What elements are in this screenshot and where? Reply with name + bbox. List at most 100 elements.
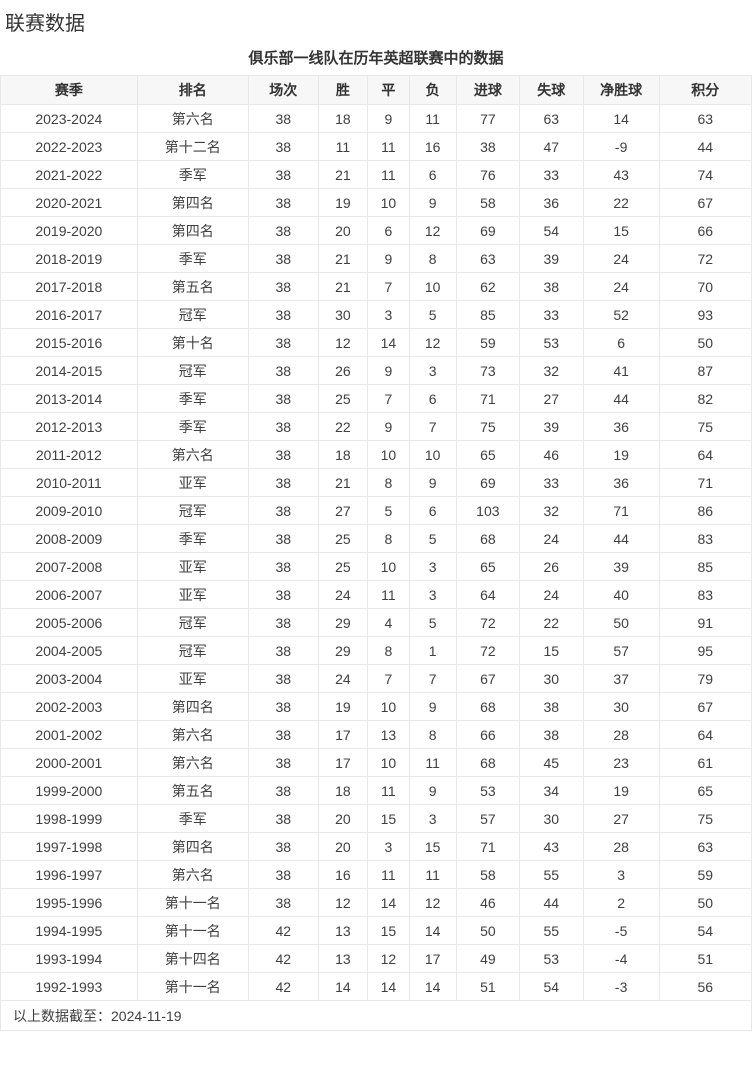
table-row: 1995-1996 第十一名 38 12 14 12 46 44 2 50 (0, 888, 752, 917)
cell-season: 2011-2012 (0, 440, 138, 469)
cell-goal-difference: 40 (582, 580, 660, 609)
table-row: 2000-2001 第六名 38 17 10 11 68 45 23 61 (0, 748, 752, 777)
cell-goals-for: 72 (455, 636, 520, 665)
cell-goals-against: 63 (518, 104, 584, 133)
cell-draws: 3 (367, 832, 410, 861)
cell-goal-difference: 6 (582, 328, 660, 357)
cell-rank: 亚军 (136, 468, 249, 497)
column-header-season: 赛季 (0, 75, 138, 105)
cell-draws: 5 (367, 496, 410, 525)
cell-matches: 38 (247, 496, 319, 525)
cell-matches: 38 (247, 468, 319, 497)
cell-draws: 11 (367, 580, 410, 609)
cell-season: 2001-2002 (0, 720, 138, 749)
cell-points: 63 (658, 832, 752, 861)
table-row: 2016-2017 冠军 38 30 3 5 85 33 52 93 (0, 300, 752, 329)
cell-wins: 24 (317, 664, 369, 693)
cell-points: 79 (658, 664, 752, 693)
cell-draws: 15 (367, 804, 410, 833)
cell-goals-against: 53 (518, 328, 584, 357)
cell-draws: 9 (367, 244, 410, 273)
cell-goals-against: 54 (518, 216, 584, 245)
cell-season: 2009-2010 (0, 496, 138, 525)
cell-goals-for: 76 (455, 160, 520, 189)
cell-goal-difference: 22 (582, 188, 660, 217)
cell-goal-difference: 36 (582, 412, 660, 441)
cell-wins: 16 (317, 860, 369, 889)
table-row: 2014-2015 冠军 38 26 9 3 73 32 41 87 (0, 356, 752, 385)
cell-rank: 季军 (136, 412, 249, 441)
cell-matches: 38 (247, 888, 319, 917)
cell-losses: 7 (408, 412, 457, 441)
cell-draws: 15 (367, 916, 410, 945)
cell-draws: 10 (367, 748, 410, 777)
cell-matches: 38 (247, 608, 319, 637)
cell-season: 2002-2003 (0, 692, 138, 721)
cell-losses: 8 (408, 720, 457, 749)
column-header-goals-against: 失球 (518, 75, 584, 105)
cell-rank: 季军 (136, 384, 249, 413)
cell-goal-difference: -9 (582, 132, 660, 161)
cell-points: 71 (658, 468, 752, 497)
cell-rank: 冠军 (136, 496, 249, 525)
cell-losses: 11 (408, 104, 457, 133)
cell-goal-difference: 3 (582, 860, 660, 889)
cell-goals-for: 73 (455, 356, 520, 385)
cell-goal-difference: 57 (582, 636, 660, 665)
table-row: 1992-1993 第十一名 42 14 14 14 51 54 -3 56 (0, 972, 752, 1001)
cell-rank: 第四名 (136, 832, 249, 861)
cell-wins: 25 (317, 384, 369, 413)
cell-wins: 11 (317, 132, 369, 161)
cell-rank: 冠军 (136, 300, 249, 329)
cell-season: 1998-1999 (0, 804, 138, 833)
cell-draws: 14 (367, 972, 410, 1001)
cell-goal-difference: 24 (582, 272, 660, 301)
cell-draws: 10 (367, 188, 410, 217)
cell-season: 2000-2001 (0, 748, 138, 777)
table-row: 1993-1994 第十四名 42 13 12 17 49 53 -4 51 (0, 944, 752, 973)
cell-goals-for: 68 (455, 692, 520, 721)
cell-matches: 38 (247, 300, 319, 329)
cell-goal-difference: 50 (582, 608, 660, 637)
cell-points: 63 (658, 104, 752, 133)
cell-points: 82 (658, 384, 752, 413)
cell-losses: 15 (408, 832, 457, 861)
cell-season: 2007-2008 (0, 552, 138, 581)
cell-draws: 7 (367, 664, 410, 693)
table-row: 2005-2006 冠军 38 29 4 5 72 22 50 91 (0, 608, 752, 637)
cell-losses: 8 (408, 244, 457, 273)
cell-matches: 38 (247, 188, 319, 217)
table-row: 2006-2007 亚军 38 24 11 3 64 24 40 83 (0, 580, 752, 609)
footer-note: 以上数据截至：2024-11-19 (0, 1000, 752, 1031)
cell-matches: 42 (247, 916, 319, 945)
cell-goals-against: 33 (518, 160, 584, 189)
cell-rank: 亚军 (136, 552, 249, 581)
cell-goals-for: 64 (455, 580, 520, 609)
cell-draws: 10 (367, 440, 410, 469)
cell-season: 2013-2014 (0, 384, 138, 413)
cell-rank: 第四名 (136, 216, 249, 245)
cell-wins: 19 (317, 692, 369, 721)
cell-rank: 第五名 (136, 272, 249, 301)
cell-matches: 38 (247, 552, 319, 581)
cell-matches: 38 (247, 104, 319, 133)
cell-losses: 6 (408, 160, 457, 189)
cell-goals-against: 55 (518, 916, 584, 945)
cell-points: 74 (658, 160, 752, 189)
table-row: 2002-2003 第四名 38 19 10 9 68 38 30 67 (0, 692, 752, 721)
cell-points: 91 (658, 608, 752, 637)
cell-season: 2021-2022 (0, 160, 138, 189)
cell-goals-against: 44 (518, 888, 584, 917)
cell-draws: 14 (367, 328, 410, 357)
cell-matches: 38 (247, 860, 319, 889)
cell-goals-for: 53 (455, 776, 520, 805)
cell-goal-difference: 44 (582, 384, 660, 413)
table-row: 2013-2014 季军 38 25 7 6 71 27 44 82 (0, 384, 752, 413)
cell-goals-against: 24 (518, 580, 584, 609)
cell-points: 51 (658, 944, 752, 973)
cell-draws: 8 (367, 524, 410, 553)
cell-goals-for: 50 (455, 916, 520, 945)
cell-goals-for: 75 (455, 412, 520, 441)
cell-wins: 17 (317, 720, 369, 749)
cell-matches: 38 (247, 244, 319, 273)
